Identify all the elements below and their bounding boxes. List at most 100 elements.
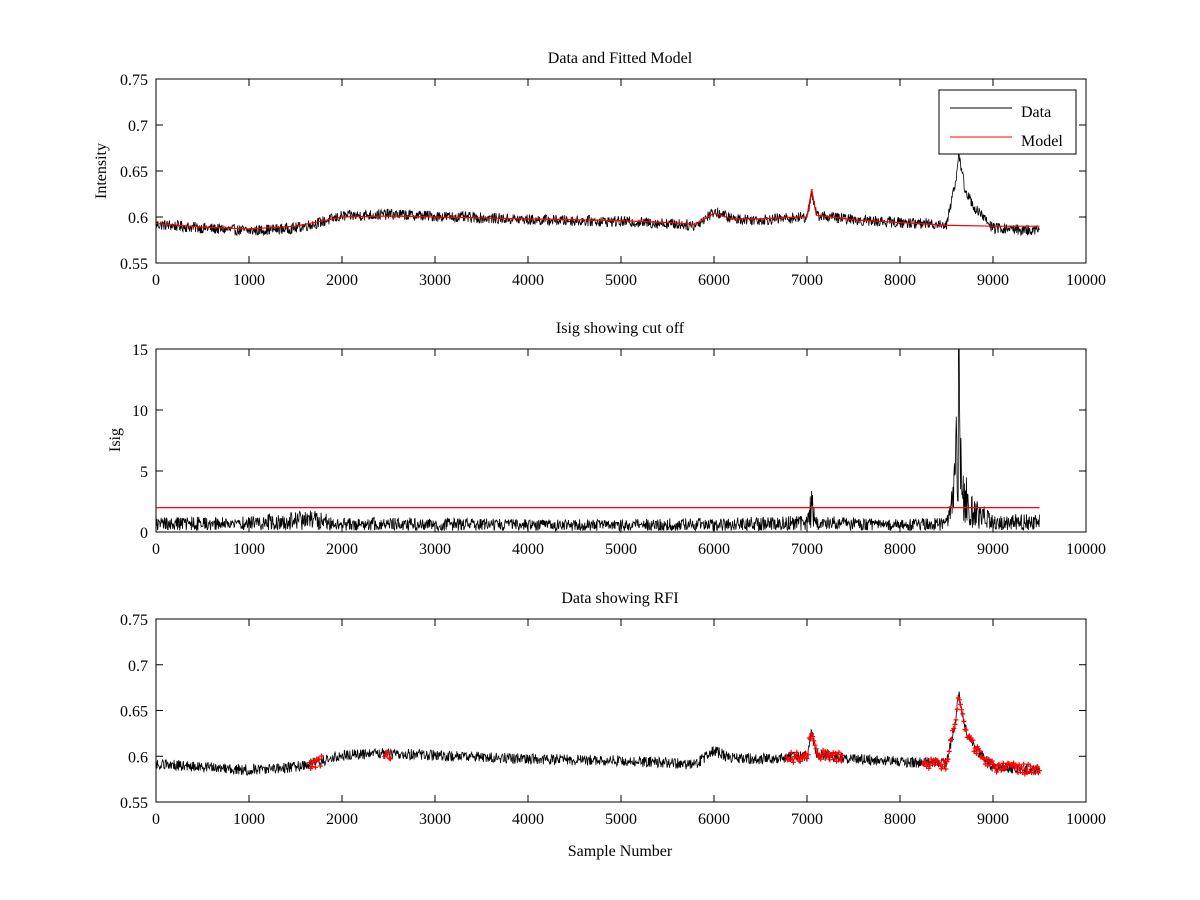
rfi-marker — [954, 706, 960, 712]
rfi-marker — [807, 736, 813, 742]
rfi-marker — [316, 756, 322, 762]
x-tick-label: 0 — [152, 541, 160, 558]
rfi-marker — [959, 707, 965, 713]
y-tick-label: 0.6 — [128, 749, 148, 766]
y-tick-label: 0.7 — [128, 118, 148, 135]
panel-title: Data and Fitted Model — [548, 50, 693, 67]
rfi-marker — [948, 736, 954, 742]
rfi-marker — [811, 738, 817, 744]
y-tick-label: 0.6 — [128, 210, 148, 227]
x-tick-label: 3000 — [419, 272, 451, 289]
rfi-marker — [837, 755, 843, 761]
y-tick-label: 0.75 — [120, 612, 148, 629]
x-tick-label: 3000 — [419, 811, 451, 828]
legend-label-model: Model — [1021, 133, 1063, 150]
rfi-marker — [1031, 770, 1037, 776]
rfi-marker — [809, 731, 815, 737]
rfi-marker — [827, 757, 833, 763]
rfi-marker — [317, 763, 323, 769]
rfi-marker — [973, 751, 979, 757]
y-tick-label: 5 — [140, 464, 148, 481]
x-tick-label: 6000 — [698, 811, 730, 828]
x-tick-label: 9000 — [977, 541, 1009, 558]
rfi-marker — [812, 742, 818, 748]
y-axis-label: Intensity — [93, 143, 110, 199]
rfi-marker — [830, 750, 836, 756]
rfi-marker — [825, 749, 831, 755]
rfi-marker — [309, 764, 315, 770]
rfi-marker — [944, 759, 950, 765]
x-tick-label: 8000 — [884, 541, 916, 558]
rfi-marker — [951, 725, 957, 731]
x-axis-label: Sample Number — [568, 843, 673, 860]
x-tick-label: 7000 — [791, 272, 823, 289]
rfi-marker — [1017, 766, 1023, 772]
rfi-marker — [813, 746, 819, 752]
x-tick-label: 0 — [152, 272, 160, 289]
rfi-marker — [963, 727, 969, 733]
series-group — [156, 691, 1042, 777]
series-line-isig — [156, 691, 1040, 776]
rfi-marker — [961, 718, 967, 724]
rfi-marker — [836, 749, 842, 755]
x-tick-label: 1000 — [233, 541, 265, 558]
rfi-marker — [788, 749, 794, 755]
rfi-marker — [943, 766, 949, 772]
panel-title: Isig showing cut off — [556, 320, 685, 337]
rfi-marker — [970, 737, 976, 743]
rfi-marker — [977, 748, 983, 754]
rfi-marker — [952, 721, 958, 727]
x-tick-label: 5000 — [605, 541, 637, 558]
panel-isig: Isig showing cut off Isig 0 1000 2000 3000 4… — [107, 320, 1106, 558]
series-line-model — [156, 189, 1040, 230]
x-tick-label: 1000 — [233, 811, 265, 828]
x-tick-label: 7000 — [791, 541, 823, 558]
rfi-marker — [989, 758, 995, 764]
rfi-marker — [385, 750, 391, 756]
rfi-marker — [939, 764, 945, 770]
rfi-marker — [994, 769, 1000, 775]
x-tick-label: 0 — [152, 811, 160, 828]
x-tick-label: 6000 — [698, 272, 730, 289]
rfi-marker — [927, 762, 933, 768]
y-axis-label: Isig — [107, 428, 124, 452]
rfi-marker — [839, 752, 845, 758]
rfi-marker — [805, 752, 811, 758]
rfi-marker — [799, 756, 805, 762]
y-tick-label: 0.55 — [120, 795, 148, 812]
rfi-marker — [319, 753, 325, 759]
rfi-marker — [986, 756, 992, 762]
rfi-marker — [1015, 770, 1021, 776]
rfi-marker — [957, 701, 963, 707]
rfi-marker — [804, 755, 810, 761]
y-tick-label: 15 — [132, 342, 148, 359]
plot-area: 0 1000 2000 3000 4000 5000 6000 7000 8000 9000 100… — [120, 612, 1106, 828]
rfi-marker — [810, 734, 816, 740]
rfi-marker — [936, 759, 942, 765]
rfi-marker — [932, 762, 938, 768]
rfi-marker — [1034, 763, 1040, 769]
series-line-isig — [156, 349, 1040, 532]
rfi-marker — [990, 761, 996, 767]
rfi-marker — [1027, 763, 1033, 769]
legend-label-data: Data — [1021, 104, 1051, 121]
x-tick-label: 4000 — [512, 272, 544, 289]
x-tick-label: 5000 — [605, 811, 637, 828]
rfi-marker — [953, 717, 959, 723]
y-tick-label: 0.65 — [120, 704, 148, 721]
x-tick-label: 7000 — [791, 811, 823, 828]
x-tick-label: 9000 — [977, 811, 1009, 828]
rfi-marker — [312, 764, 318, 770]
rfi-marker — [1037, 768, 1042, 774]
x-tick-label: 1000 — [233, 272, 265, 289]
rfi-marker — [789, 756, 795, 762]
x-tick-label: 6000 — [698, 541, 730, 558]
rfi-marker — [1000, 760, 1006, 766]
y-tick-label: 0.55 — [120, 256, 148, 273]
series-line-data — [156, 151, 1040, 237]
rfi-marker — [997, 763, 1003, 769]
rfi-marker — [1018, 764, 1024, 770]
rfi-marker — [838, 758, 844, 764]
x-tick-label: 2000 — [326, 541, 358, 558]
